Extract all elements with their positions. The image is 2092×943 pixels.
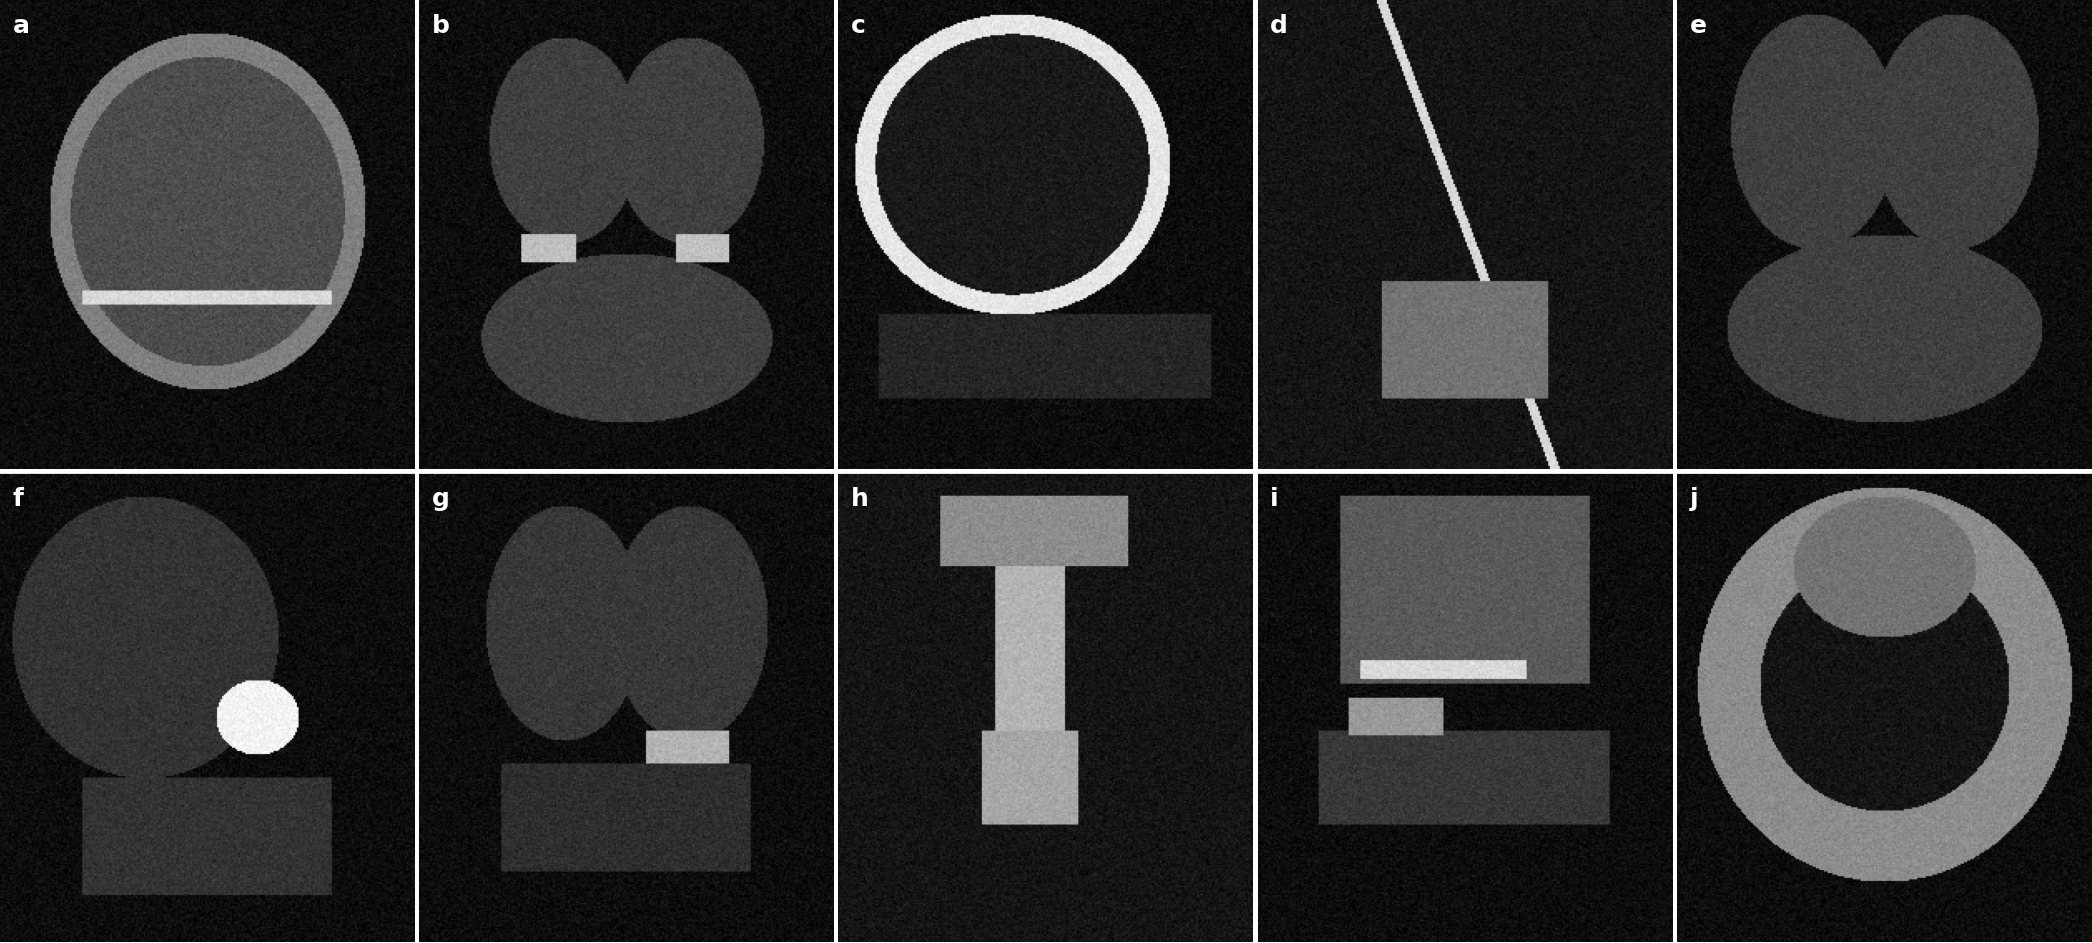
Text: g: g [431, 488, 450, 511]
Text: h: h [851, 488, 868, 511]
Text: a: a [13, 14, 29, 38]
Text: j: j [1690, 488, 1699, 511]
Text: b: b [431, 14, 450, 38]
Text: i: i [1270, 488, 1278, 511]
Text: c: c [851, 14, 866, 38]
Text: e: e [1690, 14, 1707, 38]
Text: d: d [1270, 14, 1289, 38]
Text: f: f [13, 488, 23, 511]
